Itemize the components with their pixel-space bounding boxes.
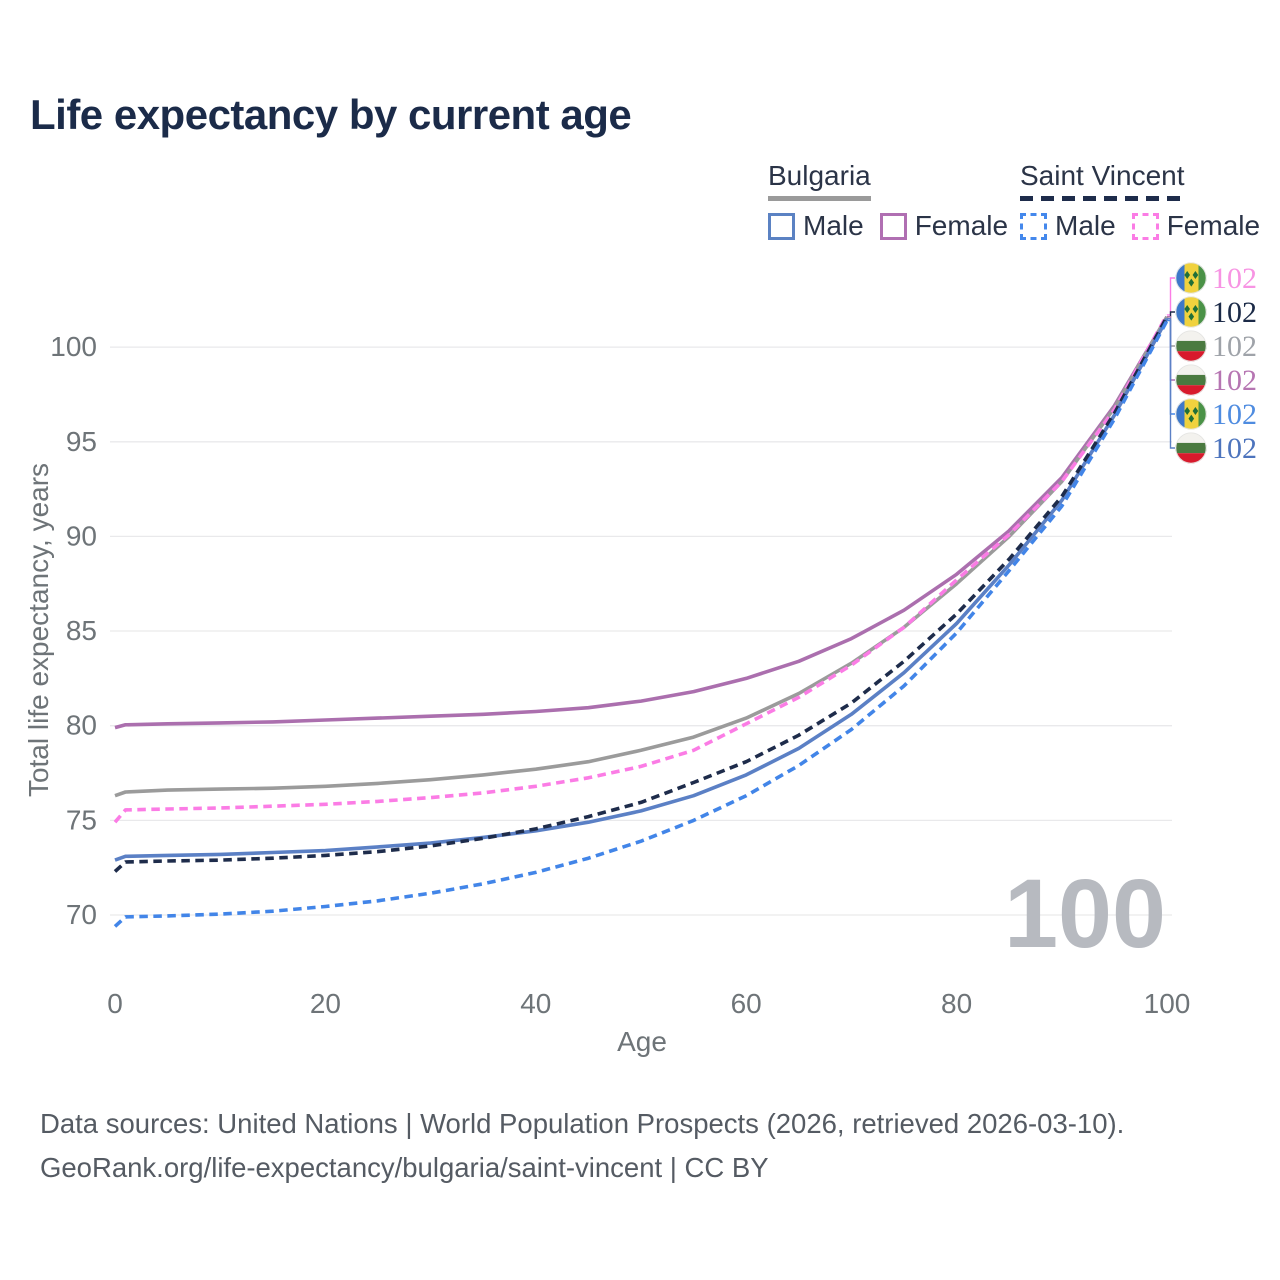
source-url-line[interactable]: GeoRank.org/life-expectancy/bulgaria/sai…: [40, 1152, 769, 1183]
series-line-bulgaria-female: [114, 315, 1169, 730]
legend-group-bulgaria: Bulgaria Male Female: [768, 160, 1008, 242]
watermark-age-counter: 100: [1004, 859, 1166, 968]
flag-ring: [1175, 296, 1207, 328]
saint-vincent-flag-icon: [1175, 262, 1207, 294]
x-tick-label-20: 20: [310, 988, 341, 1019]
legend-item-saint-vincent-female[interactable]: Female: [1131, 210, 1261, 242]
y-tick-label-100: 100: [50, 331, 97, 362]
end-value-label: 102: [1212, 262, 1257, 295]
legend-item-bulgaria-male[interactable]: Male: [768, 210, 864, 242]
x-tick-label-0: 0: [107, 988, 123, 1019]
flag-ring: [1175, 262, 1207, 294]
legend-heading-label: Bulgaria: [768, 160, 871, 191]
legend-item-saint-vincent-male[interactable]: Male: [1020, 210, 1116, 242]
bulgaria-flag-icon: [1175, 330, 1207, 362]
y-tick-label-70: 70: [66, 899, 97, 930]
end-label-connector-line: [1167, 277, 1175, 316]
series-line-saint-vincent-both-sexes: [113, 315, 1169, 873]
y-tick-label-80: 80: [66, 710, 97, 741]
data-sources-line: Data sources: United Nations | World Pop…: [40, 1108, 1125, 1139]
y-tick-label-95: 95: [66, 426, 97, 457]
bulgaria-flag-icon: [1175, 432, 1207, 464]
saint-vincent-flag-icon: [1175, 398, 1207, 430]
bulgaria-flag-icon: [1175, 364, 1207, 396]
series-line-bulgaria-both-sexes: [114, 315, 1169, 798]
flag-ring: [1175, 432, 1207, 464]
end-value-label: 102: [1212, 296, 1257, 329]
saint-vincent-flag-icon: [1175, 296, 1207, 328]
bulgaria-male-swatch-icon: [768, 212, 795, 240]
end-value-label: 102: [1212, 330, 1257, 363]
y-tick-label-90: 90: [66, 520, 97, 551]
legend-heading-saint-vincent[interactable]: Saint Vincent: [1020, 160, 1185, 201]
end-value-label: 102: [1212, 432, 1257, 465]
page-title: Life expectancy by current age: [30, 91, 632, 138]
legend-item-bulgaria-female[interactable]: Female: [879, 210, 1009, 242]
legend-item-label: Male: [1055, 210, 1116, 241]
x-tick-label-40: 40: [520, 988, 551, 1019]
legend-group-saint-vincent: Saint Vincent Male Female: [1020, 160, 1260, 242]
flag-ring: [1175, 330, 1207, 362]
y-tick-label-75: 75: [66, 804, 97, 835]
legend-item-label: Female: [1166, 210, 1261, 241]
y-axis-title: Total life expectancy, years: [23, 463, 54, 797]
legend-item-label: Female: [914, 210, 1009, 241]
end-label-connector-line: [1167, 318, 1175, 449]
legend-line-sample-solid: [768, 196, 871, 201]
x-tick-label-80: 80: [941, 988, 972, 1019]
x-tick-label-60: 60: [731, 988, 762, 1019]
y-tick-label-85: 85: [66, 615, 97, 646]
end-value-label: 102: [1212, 364, 1257, 397]
series-line-bulgaria-male: [114, 317, 1169, 862]
footer-attribution: Data sources: United Nations | World Pop…: [40, 1102, 1124, 1190]
series-line-saint-vincent-male: [113, 319, 1169, 928]
series-line-saint-vincent-female: [113, 314, 1169, 824]
end-value-label: 102: [1212, 398, 1257, 431]
flag-ring: [1175, 364, 1207, 396]
flag-ring: [1175, 398, 1207, 430]
legend-heading-bulgaria[interactable]: Bulgaria: [768, 160, 871, 201]
legend-heading-label: Saint Vincent: [1020, 160, 1185, 191]
saint-vincent-female-swatch-icon: [1131, 212, 1159, 240]
legend-item-label: Male: [803, 210, 864, 241]
legend-line-sample-dashed: [1020, 196, 1185, 201]
x-axis-title: Age: [617, 1026, 667, 1057]
x-tick-label-100: 100: [1144, 988, 1191, 1019]
bulgaria-female-swatch-icon: [879, 212, 907, 240]
saint-vincent-male-swatch-icon: [1020, 212, 1047, 240]
